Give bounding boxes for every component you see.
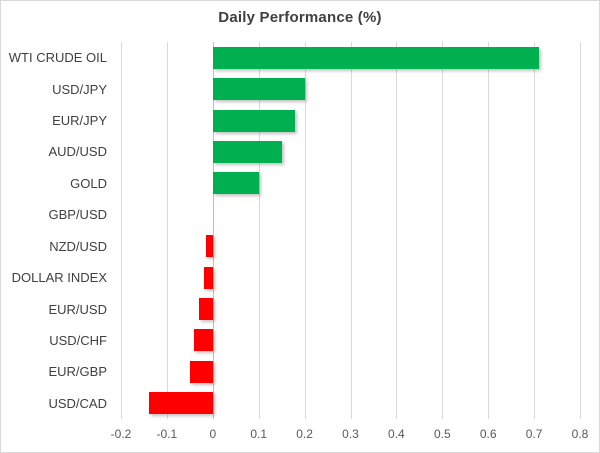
x-tick-label: 0.8	[571, 427, 589, 441]
vertical-gridline	[121, 42, 122, 419]
negative-bar	[148, 392, 213, 415]
positive-bar	[212, 172, 259, 195]
negative-bar	[205, 235, 213, 258]
positive-bar	[212, 46, 539, 69]
zero-axis-line	[212, 42, 214, 419]
chart-title: Daily Performance (%)	[218, 9, 382, 26]
vertical-gridline	[442, 42, 444, 419]
category-label: EUR/GBP	[48, 364, 107, 380]
positive-bar	[212, 78, 305, 101]
x-tick-label: 0.6	[479, 427, 497, 441]
x-tick-label: -0.1	[156, 427, 178, 441]
vertical-gridline	[488, 42, 490, 419]
category-label: GBP/USD	[48, 207, 107, 223]
category-axis: WTI CRUDE OIL USD/JPY EUR/JPY AUD/USD GOLD GB…	[1, 42, 107, 419]
vertical-gridline	[396, 42, 398, 419]
negative-bar	[189, 360, 213, 383]
x-tick-label: 0	[209, 427, 217, 441]
category-label: AUD/USD	[48, 144, 107, 160]
category-label: EUR/JPY	[52, 113, 107, 129]
category-label: USD/CHF	[49, 332, 107, 348]
vertical-gridline	[258, 42, 260, 419]
x-tick-label: 0.5	[433, 427, 451, 441]
x-tick-label: 0.1	[250, 427, 268, 441]
category-label: USD/JPY	[52, 81, 107, 97]
negative-bar	[199, 298, 213, 321]
vertical-gridline	[350, 42, 352, 419]
x-tick-label: 0.7	[525, 427, 543, 441]
category-label: EUR/USD	[48, 301, 107, 317]
category-label: WTI CRUDE OIL	[8, 50, 107, 66]
vertical-gridline	[580, 42, 581, 419]
category-label: GOLD	[70, 175, 107, 191]
negative-bar	[203, 266, 213, 289]
x-tick-label: 0.4	[388, 427, 405, 441]
negative-bar	[194, 329, 213, 352]
category-label: NZD/USD	[49, 238, 107, 254]
x-tick-label: 0.3	[342, 427, 359, 441]
plot-area	[121, 42, 581, 419]
category-label: DOLLAR INDEX	[11, 270, 107, 286]
category-label: USD/CAD	[48, 395, 107, 411]
positive-bar	[212, 140, 282, 163]
x-tick-label: -0.2	[110, 427, 132, 441]
positive-bar	[212, 109, 296, 132]
vertical-gridline	[166, 42, 168, 419]
vertical-gridline	[304, 42, 306, 419]
x-tick-label: 0.2	[296, 427, 313, 441]
vertical-gridline	[534, 42, 536, 419]
x-axis: -0.2 -0.1 0 0.1 0.2 0.3 0.4 0.5 0.6 0.7 0.8	[111, 427, 589, 443]
